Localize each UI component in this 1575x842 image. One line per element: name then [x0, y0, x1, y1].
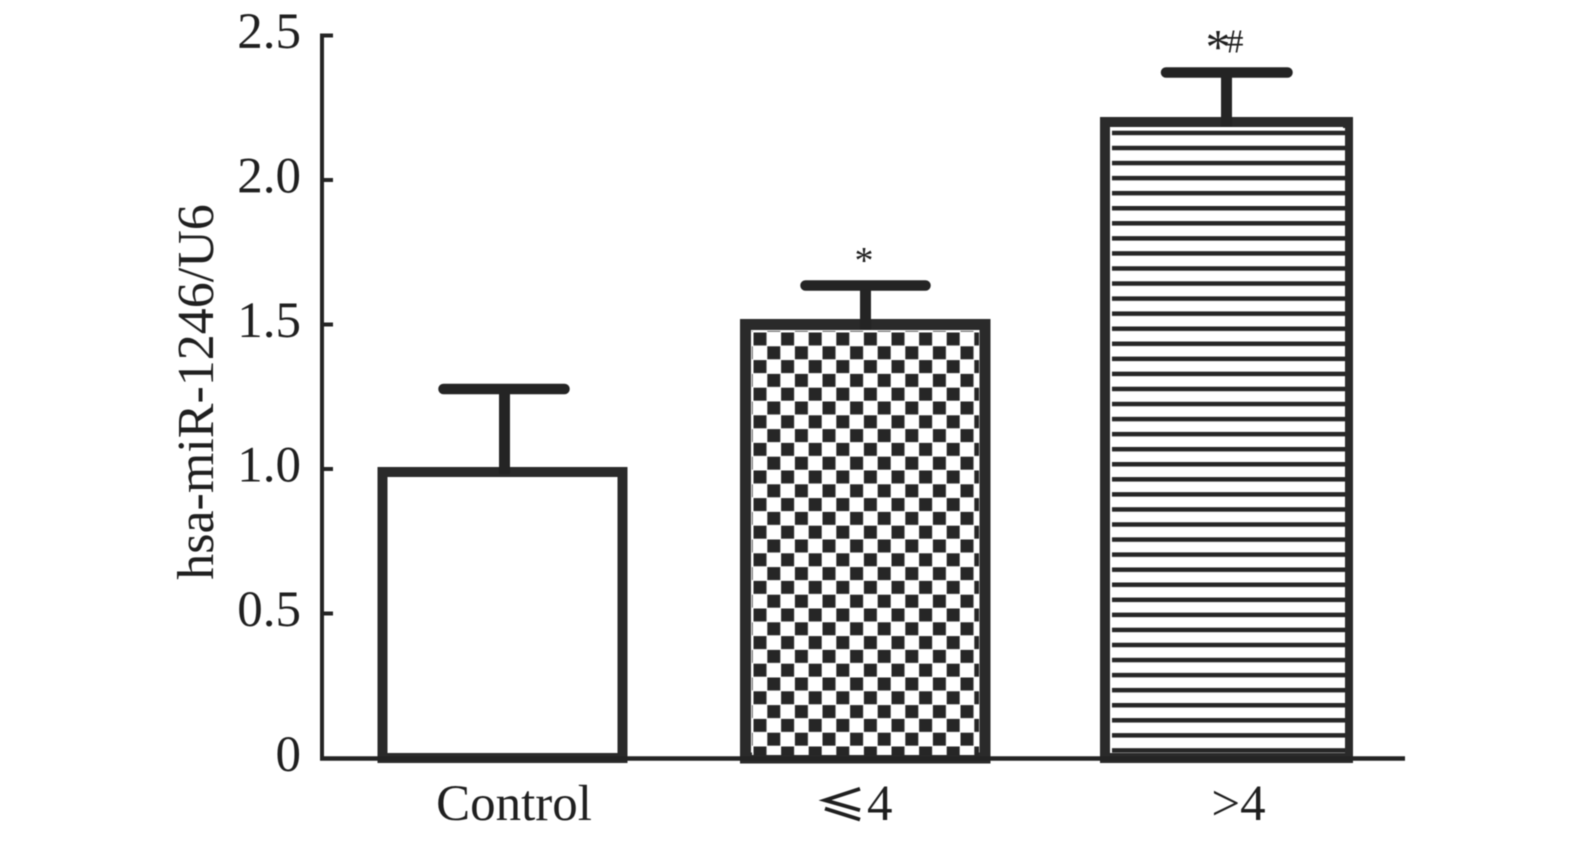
svg-text:Control: Control [436, 776, 592, 832]
svg-text:0: 0 [276, 727, 302, 783]
svg-text:2.5: 2.5 [237, 4, 301, 60]
svg-text:1.0: 1.0 [237, 438, 301, 494]
svg-text:4: 4 [867, 776, 893, 832]
svg-text:#: # [1227, 24, 1244, 61]
svg-text:hsa-miR-1246/U6: hsa-miR-1246/U6 [168, 204, 225, 580]
svg-text:2.0: 2.0 [237, 149, 301, 205]
svg-text:*: * [1206, 19, 1231, 75]
svg-text:1.5: 1.5 [237, 293, 301, 349]
svg-text:0.5: 0.5 [237, 582, 301, 638]
svg-text:>4: >4 [1211, 776, 1265, 832]
svg-text:*: * [855, 240, 874, 282]
